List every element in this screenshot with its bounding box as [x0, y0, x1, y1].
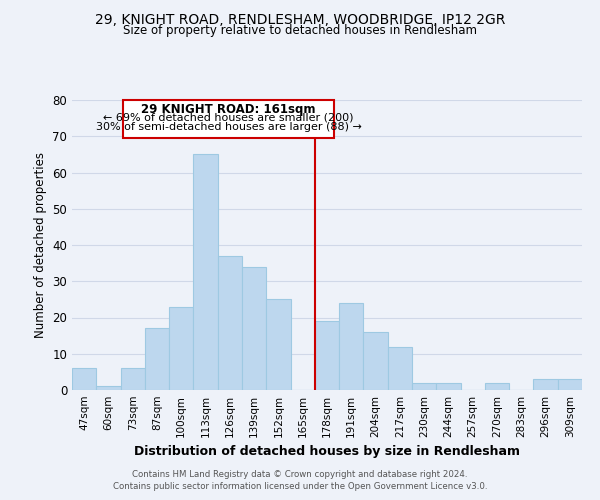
Text: 30% of semi-detached houses are larger (88) →: 30% of semi-detached houses are larger (…: [96, 122, 362, 132]
Bar: [169, 306, 193, 390]
Bar: [96, 386, 121, 390]
Bar: [242, 267, 266, 390]
Y-axis label: Number of detached properties: Number of detached properties: [34, 152, 47, 338]
Bar: [121, 368, 145, 390]
Text: Contains public sector information licensed under the Open Government Licence v3: Contains public sector information licen…: [113, 482, 487, 491]
Bar: [364, 332, 388, 390]
Bar: [412, 383, 436, 390]
X-axis label: Distribution of detached houses by size in Rendlesham: Distribution of detached houses by size …: [134, 446, 520, 458]
Bar: [436, 383, 461, 390]
Bar: [218, 256, 242, 390]
Text: 29, KNIGHT ROAD, RENDLESHAM, WOODBRIDGE, IP12 2GR: 29, KNIGHT ROAD, RENDLESHAM, WOODBRIDGE,…: [95, 12, 505, 26]
Text: 29 KNIGHT ROAD: 161sqm: 29 KNIGHT ROAD: 161sqm: [142, 103, 316, 116]
Bar: [193, 154, 218, 390]
Bar: [315, 321, 339, 390]
Bar: [485, 383, 509, 390]
Bar: [339, 303, 364, 390]
Bar: [266, 300, 290, 390]
Bar: [388, 346, 412, 390]
Text: Size of property relative to detached houses in Rendlesham: Size of property relative to detached ho…: [123, 24, 477, 37]
Bar: [145, 328, 169, 390]
Text: Contains HM Land Registry data © Crown copyright and database right 2024.: Contains HM Land Registry data © Crown c…: [132, 470, 468, 479]
Text: ← 69% of detached houses are smaller (200): ← 69% of detached houses are smaller (20…: [103, 112, 354, 122]
Bar: [558, 379, 582, 390]
Bar: [533, 379, 558, 390]
Bar: [72, 368, 96, 390]
FancyBboxPatch shape: [123, 100, 334, 138]
